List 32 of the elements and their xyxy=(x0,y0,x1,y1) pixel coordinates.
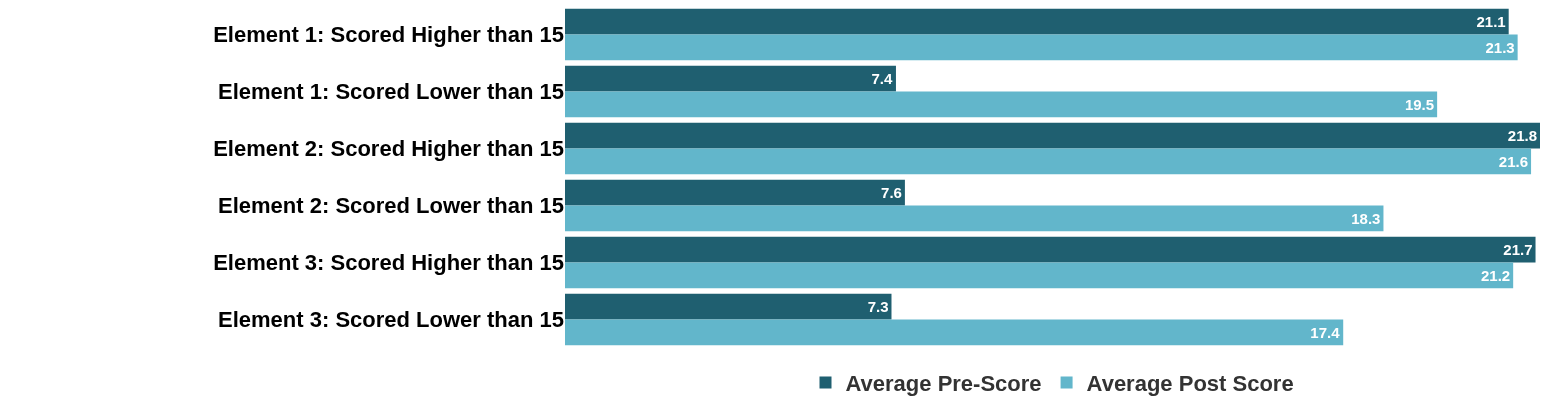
data-label: 21.3 xyxy=(1485,38,1515,56)
y-tick-label: Element 3: Scored Higher than 15 xyxy=(213,250,564,276)
bar xyxy=(565,205,1384,232)
y-tick-label: Element 2: Scored Higher than 15 xyxy=(213,136,564,162)
data-label: 7.4 xyxy=(871,70,893,88)
data-label: 7.3 xyxy=(867,298,889,316)
bar xyxy=(565,34,1518,61)
legend-label: Average Post Score xyxy=(1086,371,1294,397)
y-tick-label: Element 2: Scored Lower than 15 xyxy=(218,193,564,219)
bar xyxy=(565,179,905,206)
bar xyxy=(565,319,1344,346)
legend-label: Average Pre-Score xyxy=(845,371,1042,397)
data-label: 21.2 xyxy=(1480,266,1511,284)
data-label: 21.1 xyxy=(1476,13,1506,31)
y-tick-label: Element 1: Scored Lower than 15 xyxy=(218,79,564,105)
data-label: 17.4 xyxy=(1310,323,1341,341)
data-label: 19.5 xyxy=(1404,95,1435,113)
bar xyxy=(565,262,1514,289)
y-tick-label: Element 3: Scored Lower than 15 xyxy=(218,307,564,333)
bar xyxy=(565,122,1540,149)
bar xyxy=(565,236,1536,263)
bar xyxy=(565,148,1532,175)
bar xyxy=(565,8,1509,35)
y-tick-label: Element 1: Scored Higher than 15 xyxy=(213,22,564,48)
data-label: 21.7 xyxy=(1503,241,1533,259)
data-label: 7.6 xyxy=(881,184,902,202)
data-label: 21.8 xyxy=(1507,127,1537,145)
bar xyxy=(565,293,892,320)
data-label: 18.3 xyxy=(1351,209,1381,227)
bar xyxy=(565,91,1438,118)
bar xyxy=(565,65,896,92)
data-label: 21.6 xyxy=(1498,152,1529,170)
